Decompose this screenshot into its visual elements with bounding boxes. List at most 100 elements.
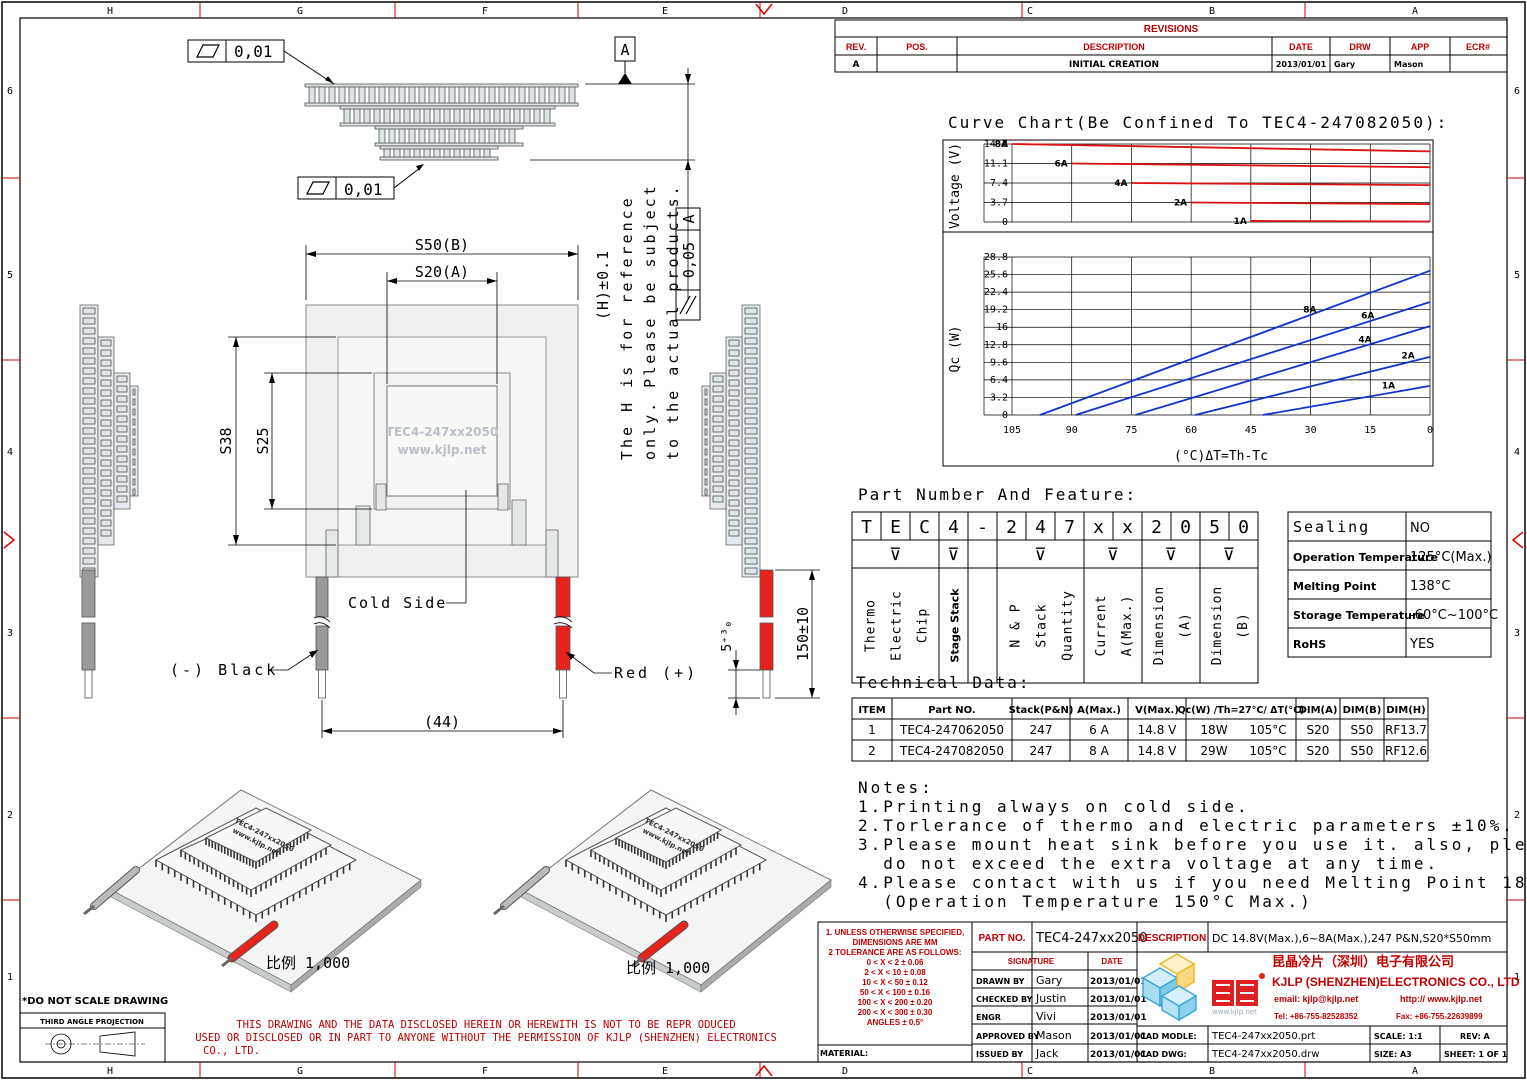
series-line xyxy=(1075,301,1431,416)
note-line: 4.Please contact with us if you need Mel… xyxy=(858,873,1527,892)
x-axis-label: (°C)ΔT=Th-Tc xyxy=(1174,449,1268,464)
do-not-scale: *DO NOT SCALE DRAWING xyxy=(22,996,168,1007)
x-tick-label: 105 xyxy=(1003,425,1021,436)
sign-name: Vivi xyxy=(1036,1010,1056,1023)
tech-cell: S20 xyxy=(1307,744,1330,758)
tech-cell: 14.8 V xyxy=(1138,723,1178,737)
y-tick-label: 7.4 xyxy=(990,178,1008,189)
tech-cell: 8 A xyxy=(1089,744,1109,758)
tech-header: DIM(B) xyxy=(1343,705,1382,716)
tolerance-line: 2 TOLERANCE ARE AS FOLLOWS: xyxy=(828,948,961,957)
tech-cell: TEC4-247062050 xyxy=(899,723,1004,737)
black-wire-upper xyxy=(315,576,329,618)
y-tick-label: 25.6 xyxy=(984,270,1008,281)
series-label: 2A xyxy=(1174,199,1187,209)
col-label: F xyxy=(482,1066,488,1077)
feature-label: Dimension xyxy=(1210,586,1225,665)
feature-label: Current xyxy=(1094,595,1109,657)
property-value: 138°C xyxy=(1410,579,1450,594)
row-label: 1 xyxy=(1514,972,1520,983)
y-tick-label: 9.6 xyxy=(990,357,1008,368)
left-side-view xyxy=(79,304,139,578)
iso-scale-label: 比例 1,000 xyxy=(626,959,710,977)
feature-label: (B) xyxy=(1236,612,1251,638)
series-line xyxy=(1194,355,1431,416)
rev: REV: A xyxy=(1460,1032,1490,1041)
property-name: Melting Point xyxy=(1293,580,1376,593)
y-tick-label: 16 xyxy=(996,322,1008,333)
red-wire-tip xyxy=(559,669,567,699)
series-label: 2A xyxy=(1401,351,1414,361)
feature-label: Quantity xyxy=(1061,590,1076,661)
series-line xyxy=(1250,220,1431,223)
tech-cell: 247 xyxy=(1030,744,1053,758)
col-label: F xyxy=(482,6,488,17)
down-arrow-icon: ⊽ xyxy=(947,545,959,565)
revisions-title: REVISIONS xyxy=(1144,24,1199,35)
tolerance-line: 200 < X < 300 ± 0.30 xyxy=(858,1008,933,1017)
series-label: 4A xyxy=(1358,335,1371,345)
company-web: http:// www.kjlp.net xyxy=(1400,994,1482,1004)
tech-cell: 105°C xyxy=(1249,723,1286,737)
series-line xyxy=(1135,325,1431,416)
projection-cone-icon xyxy=(99,1031,136,1057)
description-label: DESCRIPTION xyxy=(1138,933,1206,944)
part-number-char: 4 xyxy=(948,517,959,538)
tech-header: ITEM xyxy=(858,705,885,716)
tolerance-notes: 1. UNLESS OTHERWISE SPECIFIED,DIMENSIONS… xyxy=(826,928,965,1027)
printing-url: www.kjlp.net xyxy=(398,443,487,457)
flatness-icon xyxy=(196,44,220,58)
note-line: (Operation Temperature 150°C Max.) xyxy=(858,892,1313,911)
property-value: YES xyxy=(1409,637,1434,652)
part-number-char: 5 xyxy=(1209,517,1220,538)
third-angle-label: THIRD ANGLE PROJECTION xyxy=(40,1018,144,1026)
company-cn: 昆晶冷片（深圳）电子有限公司 xyxy=(1272,954,1454,970)
rev-cell: 2013/01/01 xyxy=(1276,60,1327,69)
tolerance-line: 2 < X < 10 ± 0.08 xyxy=(864,968,926,977)
col-label: H xyxy=(107,6,113,17)
part-number-char: - xyxy=(977,517,988,538)
col-label: C xyxy=(1027,1066,1033,1077)
col-label: C xyxy=(1027,6,1033,17)
description-value: DC 14.8V(Max.),6~8A(Max.),247 P&N,S20*S5… xyxy=(1212,932,1491,945)
logo-url: www.kjlp.net xyxy=(1212,1008,1257,1016)
feature-label: Stack xyxy=(1035,603,1050,647)
rev-header: APP xyxy=(1411,42,1430,52)
tolerance-line: DIMENSIONS ARE MM xyxy=(852,938,937,947)
rev-cell: Gary xyxy=(1334,60,1356,69)
dim-s38: S38 xyxy=(217,427,235,454)
flatness-value-bottom: 0,01 xyxy=(344,180,383,199)
bottom-left-block: *DO NOT SCALE DRAWING THIRD ANGLE PROJEC… xyxy=(19,996,777,1063)
curve-chart-title: Curve Chart(Be Confined To TEC4-24708205… xyxy=(948,113,1448,132)
cad-dwg-label: CAD DWG: xyxy=(1140,1050,1187,1059)
row-label: 6 xyxy=(1514,86,1520,97)
series-label: 4A xyxy=(1114,179,1127,189)
y-tick-label: 6.4 xyxy=(990,375,1008,386)
x-tick-label: 45 xyxy=(1245,425,1257,436)
properties-table: Sealing NO Operation Temperature125°C(Max.… xyxy=(1287,511,1498,658)
center-arrow-top xyxy=(755,3,773,16)
note-line: 2.Torlerance of thermo and electric para… xyxy=(858,816,1515,835)
series-line xyxy=(1071,162,1431,169)
row-label: 6 xyxy=(7,86,13,97)
series-label: 6A xyxy=(1361,312,1374,322)
black-wire-lower xyxy=(315,625,329,671)
tech-header: Qc(W) /Th=27°C/ ΔT(°C) xyxy=(1178,705,1305,716)
size: SIZE: A3 xyxy=(1374,1050,1412,1059)
scale: SCALE: 1:1 xyxy=(1374,1032,1423,1041)
h-reference-note: (H)±0.1 The H is for reference only. Ple… xyxy=(594,183,682,460)
x-tick-label: 15 xyxy=(1364,425,1376,436)
dim-s25: S25 xyxy=(254,427,272,454)
tech-cell: 29W xyxy=(1200,744,1227,758)
series-line xyxy=(1131,182,1431,187)
feature-label: Stage Stack xyxy=(949,588,962,663)
sign-name: Mason xyxy=(1036,1029,1072,1042)
y-tick-label: 3.7 xyxy=(990,198,1008,209)
tech-cell: 2 xyxy=(868,744,876,758)
col-label: D xyxy=(842,1066,848,1077)
tech-cell: 14.8 V xyxy=(1138,744,1178,758)
y-tick-label: 0 xyxy=(1002,217,1008,228)
